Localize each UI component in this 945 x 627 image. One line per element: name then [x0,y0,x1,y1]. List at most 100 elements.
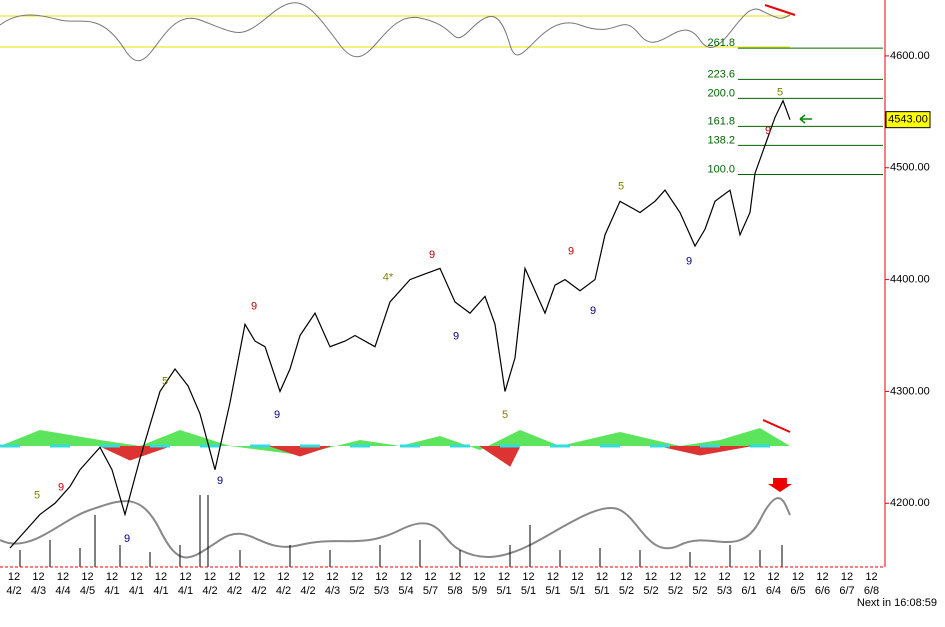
x-hour-label: 12 [375,571,387,583]
price-tag-label: 4543.00 [888,114,928,126]
annotation: 9 [251,300,257,312]
histogram [0,428,790,455]
fib-label: 261.8 [707,37,735,49]
x-hour-label: 12 [32,571,44,583]
x-date-label: 4/2 [6,585,21,597]
volume-bars [19,495,783,567]
x-date-label: 5/9 [472,585,487,597]
oscillator-line [0,2,791,62]
x-date-label: 4/2 [202,585,217,597]
x-hour-label: 12 [81,571,93,583]
x-hour-label: 12 [743,571,755,583]
y-tick-label: 4400.00 [890,273,930,285]
x-hour-label: 12 [57,571,69,583]
fib-label: 200.0 [707,87,735,99]
y-tick-label: 4600.00 [890,50,930,62]
x-date-label: 6/4 [766,585,781,597]
x-hour-label: 12 [865,571,877,583]
x-date-label: 4/3 [31,585,46,597]
fib-label: 138.2 [707,134,735,146]
x-hour-label: 12 [130,571,142,583]
x-date-label: 4/3 [325,585,340,597]
x-date-label: 6/1 [741,585,756,597]
x-hour-label: 12 [767,571,779,583]
x-hour-label: 12 [694,571,706,583]
x-date-label: 5/2 [668,585,683,597]
annotation: 9 [124,533,130,545]
y-tick-label: 4200.00 [890,497,930,509]
annotation: 9 [686,256,692,268]
x-date-label: 5/2 [619,585,634,597]
annotation: 5 [777,87,783,99]
x-date-label: 5/2 [349,585,364,597]
x-date-label: 5/2 [692,585,707,597]
x-hour-label: 12 [792,571,804,583]
annotation: 9 [568,246,574,258]
x-date-label: 4/2 [227,585,242,597]
annotation: 5 [162,375,168,387]
y-tick-label: 4500.00 [890,162,930,174]
x-hour-label: 12 [204,571,216,583]
x-date-label: 4/2 [276,585,291,597]
x-date-label: 5/3 [717,585,732,597]
x-date-label: 5/1 [594,585,609,597]
annotation: 9 [429,249,435,261]
y-tick-label: 4300.00 [890,385,930,397]
x-hour-label: 12 [424,571,436,583]
annotation: 5 [34,489,40,501]
annotation: 9 [274,409,280,421]
x-hour-label: 12 [620,571,632,583]
x-hour-label: 12 [718,571,730,583]
x-date-label: 5/7 [423,585,438,597]
current-arrow [799,114,812,124]
x-hour-label: 12 [816,571,828,583]
x-date-label: 5/4 [398,585,413,597]
x-hour-label: 12 [8,571,20,583]
fib-label: 223.6 [707,68,735,80]
annotation: 9 [765,125,771,137]
fib-label: 100.0 [707,163,735,175]
x-date-label: 5/1 [496,585,511,597]
histogram-neg [99,445,751,467]
annotation: 9 [590,305,596,317]
x-date-label: 4/1 [153,585,168,597]
x-date-label: 4/4 [55,585,70,597]
divergence-line [762,419,791,433]
x-date-label: 6/6 [815,585,830,597]
price-tag [885,111,931,129]
x-hour-label: 12 [302,571,314,583]
x-hour-label: 12 [645,571,657,583]
x-hour-label: 12 [351,571,363,583]
annotation: 9 [453,331,459,343]
x-date-label: 6/7 [839,585,854,597]
x-date-label: 6/5 [790,585,805,597]
divergence-line [764,4,796,16]
x-date-label: 4/2 [251,585,266,597]
x-date-label: 6/8 [864,585,879,597]
price-line [9,99,791,549]
x-hour-label: 12 [277,571,289,583]
x-hour-label: 12 [841,571,853,583]
annotation: 9 [58,482,64,494]
x-date-label: 4/1 [129,585,144,597]
x-date-label: 5/3 [374,585,389,597]
x-hour-label: 12 [473,571,485,583]
x-hour-label: 12 [669,571,681,583]
x-hour-label: 12 [253,571,265,583]
annotation: 4* [383,271,394,283]
annotation: 5 [618,181,624,193]
x-hour-label: 12 [155,571,167,583]
x-hour-label: 12 [228,571,240,583]
x-date-label: 4/1 [178,585,193,597]
x-hour-label: 12 [522,571,534,583]
footer: Next in 16:08:59 [857,597,937,609]
x-hour-label: 12 [326,571,338,583]
volume-average [0,497,791,559]
down-arrow [768,478,792,492]
x-date-label: 5/1 [521,585,536,597]
x-hour-label: 12 [498,571,510,583]
x-hour-label: 12 [596,571,608,583]
x-date-label: 4/1 [104,585,119,597]
annotation: 9 [217,475,223,487]
x-date-label: 5/8 [447,585,462,597]
